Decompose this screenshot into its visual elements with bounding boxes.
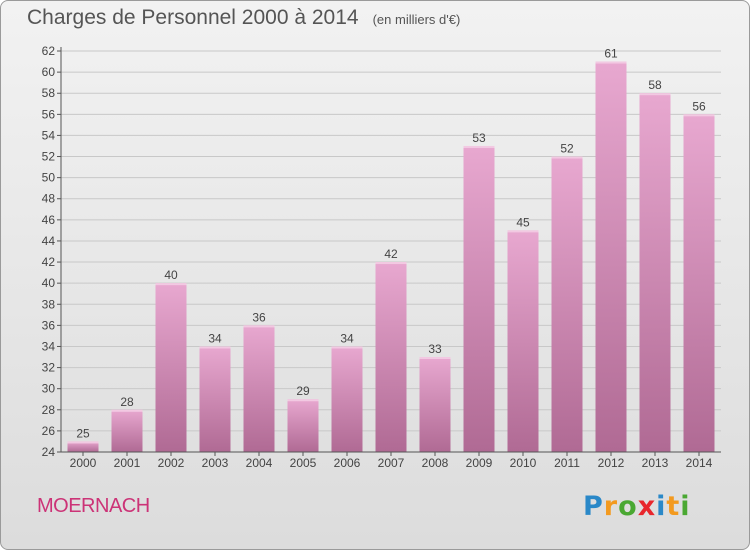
bar-2013 [639, 93, 671, 453]
bar-2011 [551, 156, 583, 453]
data-label: 45 [516, 215, 530, 229]
logo-letter: i [656, 491, 667, 522]
data-label: 53 [472, 131, 486, 145]
y-tick-label: 28 [42, 403, 56, 417]
x-tick-label: 2008 [422, 456, 449, 470]
bar-highlight [111, 409, 143, 412]
bar-highlight [331, 346, 363, 349]
bar-highlight [419, 357, 451, 360]
logo-letter: r [603, 491, 619, 522]
x-tick-label: 2001 [114, 456, 141, 470]
data-label: 40 [164, 268, 178, 282]
bar-2000 [67, 441, 99, 452]
data-label: 34 [340, 331, 354, 345]
bar-highlight [375, 262, 407, 265]
y-tick-label: 62 [42, 44, 56, 58]
y-tick-label: 50 [42, 171, 56, 185]
x-tick-label: 2002 [158, 456, 185, 470]
data-label: 28 [120, 395, 134, 409]
commune-name: MOERNACH [37, 495, 150, 517]
bar-2001 [111, 409, 143, 452]
x-tick-label: 2007 [378, 456, 405, 470]
bar-highlight [155, 283, 187, 286]
bar-2003 [199, 346, 231, 452]
x-tick-label: 2011 [554, 456, 580, 470]
data-label: 36 [252, 310, 266, 324]
x-tick-label: 2004 [246, 456, 273, 470]
y-tick-label: 42 [42, 255, 56, 269]
bar-highlight [551, 156, 583, 159]
data-label: 42 [384, 247, 398, 261]
bar-2006 [331, 346, 363, 452]
axes [57, 47, 721, 456]
data-label: 34 [208, 331, 222, 345]
data-label: 58 [648, 78, 662, 92]
x-tick-label: 2005 [290, 456, 317, 470]
proxiti-logo: Proxiti [583, 491, 691, 522]
bar-highlight [243, 325, 275, 328]
bar-2005 [287, 399, 319, 452]
bar-2007 [375, 262, 407, 452]
y-tick-label: 48 [42, 192, 56, 206]
data-label: 56 [692, 99, 706, 113]
y-tick-label: 26 [42, 424, 56, 438]
logo-letter: o [618, 491, 638, 522]
chart-title: Charges de Personnel 2000 à 2014 (en mill… [27, 6, 460, 30]
x-tick-label: 2012 [598, 456, 625, 470]
bar-highlight [507, 230, 539, 233]
bar-highlight [287, 399, 319, 402]
bar-highlight [199, 346, 231, 349]
logo-letter: P [583, 491, 604, 522]
data-label: 33 [428, 342, 442, 356]
y-tick-label: 32 [42, 361, 56, 375]
y-tick-label: 60 [42, 65, 56, 79]
bar-highlight [639, 93, 671, 96]
bar-highlight [463, 145, 495, 148]
x-tick-label: 2009 [466, 456, 493, 470]
data-label: 25 [76, 426, 90, 440]
y-tick-label: 36 [42, 318, 56, 332]
y-tick-label: 56 [42, 107, 56, 121]
data-label: 29 [296, 384, 310, 398]
data-label: 52 [560, 142, 574, 156]
y-tick-label: 46 [42, 213, 56, 227]
logo-letter: t [666, 491, 681, 522]
y-tick-label: 52 [42, 150, 56, 164]
y-tick-label: 30 [42, 382, 56, 396]
x-tick-label: 2003 [202, 456, 229, 470]
title-text: Charges de Personnel 2000 à 2014 [27, 6, 359, 29]
bar-highlight [683, 114, 715, 117]
bar-highlight [67, 441, 99, 444]
x-tick-label: 2000 [70, 456, 97, 470]
x-tick-label: 2013 [642, 456, 669, 470]
labels: 24 26 28 30 32 34 36 38 40 42 44 46 48 50 52 54 56 58 60 62… [42, 44, 713, 470]
x-tick-label: 2006 [334, 456, 361, 470]
chart-subtitle: (en milliers d'€) [372, 12, 461, 27]
x-tick-label: 2010 [510, 456, 537, 470]
y-tick-label: 44 [42, 234, 56, 248]
bar-2012 [595, 61, 627, 452]
bar-2002 [155, 283, 187, 452]
bar-2014 [683, 114, 715, 452]
y-tick-label: 54 [42, 128, 56, 142]
logo-letter: x [637, 491, 657, 522]
bar-2009 [463, 145, 495, 452]
y-tick-label: 24 [42, 445, 56, 459]
bars [67, 61, 715, 453]
y-tick-label: 38 [42, 297, 56, 311]
bar-highlight [595, 61, 627, 64]
bar-2004 [243, 325, 275, 452]
y-tick-label: 40 [42, 276, 56, 290]
y-tick-label: 34 [42, 339, 56, 353]
logo-letter: i [680, 491, 691, 522]
bar-2010 [507, 230, 539, 452]
y-tick-label: 58 [42, 86, 56, 100]
x-tick-label: 2014 [686, 456, 713, 470]
data-label: 61 [604, 47, 618, 61]
bar-2008 [419, 357, 451, 452]
